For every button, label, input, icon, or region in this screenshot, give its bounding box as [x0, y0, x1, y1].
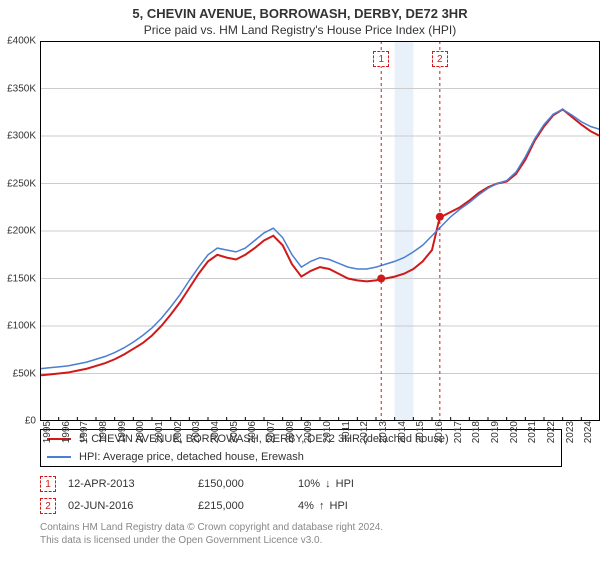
sale-marker-1: 1 — [373, 51, 389, 67]
x-axis-tick-label: 2020 — [507, 410, 520, 432]
x-axis-tick-label: 1997 — [77, 410, 90, 432]
x-axis-tick-label: 2008 — [283, 410, 296, 432]
sales-table: 1 12-APR-2013£150,00010% ↓ HPI 2 02-JUN-201… — [40, 473, 560, 517]
x-axis-tick-label: 2016 — [432, 410, 445, 432]
y-axis-tick-label: £50K — [13, 368, 40, 379]
sale-marker: 1 — [40, 476, 56, 492]
footer-line-2: This data is licensed under the Open Gov… — [40, 534, 560, 547]
chart-svg — [40, 41, 600, 421]
sale-diff-pct: 10% — [298, 478, 320, 490]
y-axis-tick-label: £400K — [7, 36, 40, 47]
x-axis-tick-label: 2011 — [339, 410, 352, 432]
y-axis-tick-label: £150K — [7, 273, 40, 284]
y-axis-tick-label: £350K — [7, 83, 40, 94]
x-axis-tick-label: 2021 — [525, 410, 538, 432]
arrow-down-icon: ↓ — [325, 478, 331, 490]
x-axis-tick-label: 2018 — [469, 410, 482, 432]
x-axis-tick-label: 1995 — [40, 410, 53, 432]
sale-row: 1 12-APR-2013£150,00010% ↓ HPI — [40, 473, 560, 495]
arrow-up-icon: ↑ — [319, 500, 325, 512]
sale-diff-pct: 4% — [298, 500, 314, 512]
sale-diff: 4% ↑ HPI — [298, 500, 348, 512]
x-axis-tick-label: 2007 — [264, 410, 277, 432]
x-axis-tick-label: 2012 — [357, 410, 370, 432]
footer-attribution: Contains HM Land Registry data © Crown c… — [40, 521, 560, 547]
y-axis-tick-label: £100K — [7, 321, 40, 332]
x-axis-tick-label: 1999 — [115, 410, 128, 432]
y-axis-tick-label: £250K — [7, 178, 40, 189]
chart-area: £0£50K£100K£150K£200K£250K£300K£350K£400… — [40, 41, 600, 421]
sale-row: 2 02-JUN-2016£215,0004% ↑ HPI — [40, 495, 560, 517]
legend-item: HPI: Average price, detached house, Erew… — [41, 448, 561, 466]
y-axis-tick-label: £300K — [7, 131, 40, 142]
x-axis-tick-label: 2013 — [376, 410, 389, 432]
x-axis-tick-label: 2024 — [581, 410, 594, 432]
x-axis-tick-label: 2000 — [133, 410, 146, 432]
x-axis-tick-label: 1996 — [59, 410, 72, 432]
x-axis-tick-label: 2015 — [413, 410, 426, 432]
x-axis-tick-label: 2019 — [488, 410, 501, 432]
x-axis-tick-label: 2005 — [227, 410, 240, 432]
legend-swatch — [47, 456, 71, 458]
sale-marker-2: 2 — [432, 51, 448, 67]
footer-line-1: Contains HM Land Registry data © Crown c… — [40, 521, 560, 534]
legend-label: HPI: Average price, detached house, Erew… — [79, 451, 304, 463]
sale-marker: 2 — [40, 498, 56, 514]
x-axis-tick-label: 2006 — [245, 410, 258, 432]
x-axis-tick-label: 2014 — [395, 410, 408, 432]
chart-title-subtitle: Price paid vs. HM Land Registry's House … — [0, 23, 600, 37]
sale-date: 12-APR-2013 — [68, 478, 198, 490]
x-axis-tick-label: 2004 — [208, 410, 221, 432]
y-axis-tick-label: £0 — [25, 416, 40, 427]
x-axis-tick-label: 2017 — [451, 410, 464, 432]
sale-diff-label: HPI — [336, 478, 354, 490]
x-axis-tick-label: 2003 — [189, 410, 202, 432]
x-axis-tick-label: 2002 — [171, 410, 184, 432]
sale-price: £150,000 — [198, 478, 298, 490]
sale-diff: 10% ↓ HPI — [298, 478, 354, 490]
x-axis-tick-label: 2009 — [301, 410, 314, 432]
x-axis-tick-label: 1998 — [96, 410, 109, 432]
x-axis-tick-label: 2010 — [320, 410, 333, 432]
chart-title-address: 5, CHEVIN AVENUE, BORROWASH, DERBY, DE72… — [0, 6, 600, 21]
sale-price: £215,000 — [198, 500, 298, 512]
x-axis-tick-label: 2022 — [544, 410, 557, 432]
y-axis-tick-label: £200K — [7, 226, 40, 237]
sale-diff-label: HPI — [330, 500, 348, 512]
x-axis-tick-label: 2001 — [152, 410, 165, 432]
x-axis-tick-label: 2023 — [563, 410, 576, 432]
sale-date: 02-JUN-2016 — [68, 500, 198, 512]
